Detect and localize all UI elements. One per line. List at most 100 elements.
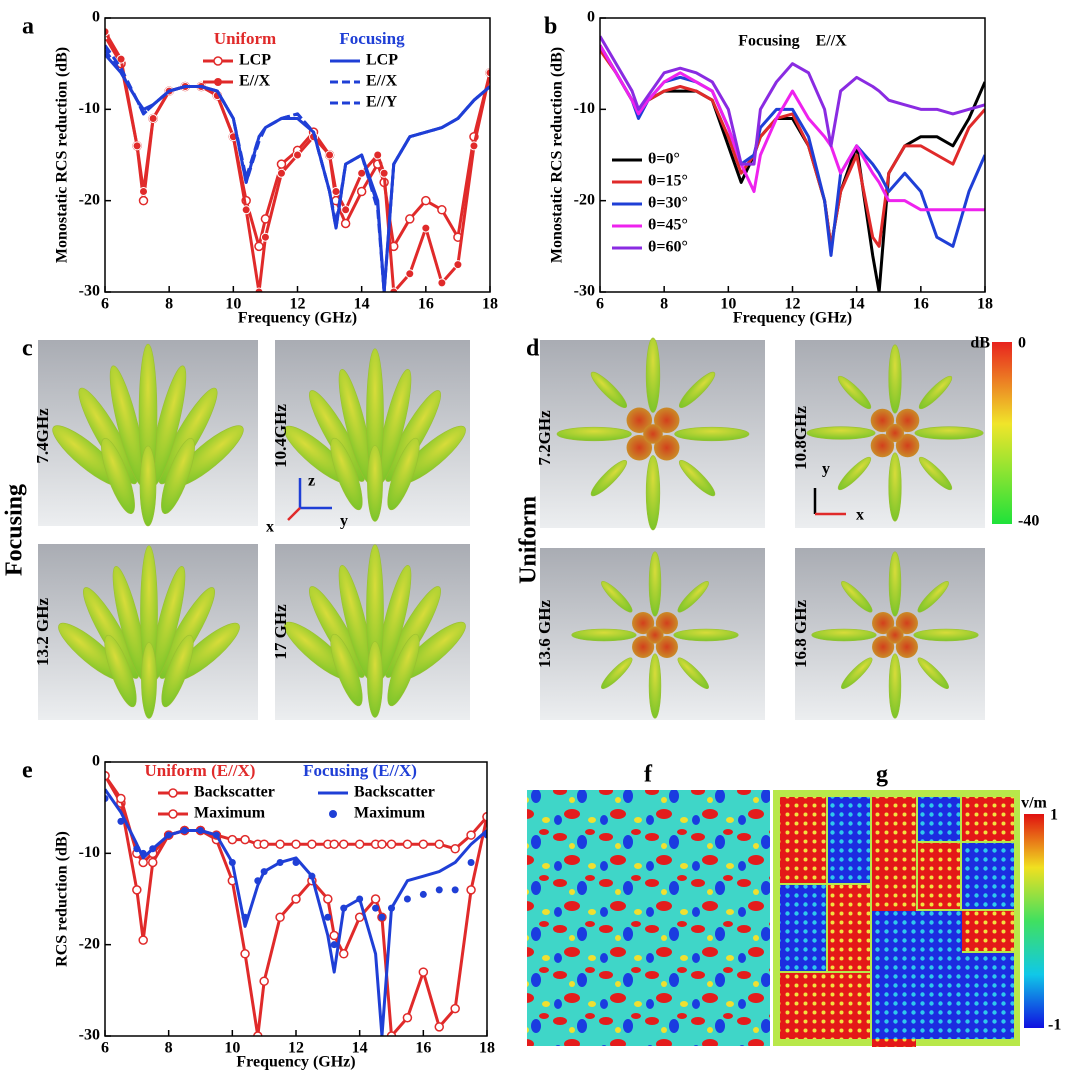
x-tick-label: 18: [479, 1040, 495, 1057]
series-line: [105, 788, 487, 1036]
x-axis-label: Frequency (GHz): [733, 310, 852, 327]
marker: [482, 812, 487, 822]
marker: [260, 232, 270, 242]
legend-label: Backscatter: [354, 784, 435, 801]
marker: [254, 287, 264, 292]
axis-name: z: [308, 473, 315, 490]
marker: [329, 839, 339, 849]
legend-label: θ=60°: [648, 239, 688, 256]
y-axis-label: RCS reduction (dB): [54, 831, 71, 967]
marker: [259, 839, 269, 849]
legend-group-title: Focusing: [339, 29, 405, 48]
x-tick-label: 12: [785, 296, 801, 313]
axis-arrow: [287, 507, 301, 521]
marker: [418, 839, 429, 849]
legend-swatch: [213, 56, 223, 66]
field-block: [962, 797, 1014, 841]
colorbar: [1024, 814, 1044, 1028]
marker: [291, 894, 301, 904]
y-tick-label: -20: [574, 191, 595, 208]
panel-letter: b: [544, 14, 557, 40]
axis-name: y: [340, 513, 348, 530]
x-tick-label: 14: [354, 296, 370, 313]
colorbar: [992, 342, 1012, 524]
marker: [377, 839, 387, 849]
field-block: [962, 953, 1014, 1039]
marker: [466, 885, 476, 895]
axis-name: y: [822, 461, 830, 478]
x-tick-label: 10: [720, 296, 736, 313]
marker: [421, 223, 431, 233]
marker: [405, 214, 415, 224]
panel-c: 7.4GHz 10.4GHz 13.2 GHz 17 GHz Focusing …: [2, 340, 470, 720]
x-axis-label: Frequency (GHz): [238, 310, 357, 327]
x-tick-label: 6: [101, 296, 109, 313]
legend-label: θ=15°: [648, 173, 688, 190]
field-block: [780, 973, 870, 1039]
x-tick-label: 18: [482, 296, 498, 313]
legend-group-title: Uniform (E//X): [145, 761, 256, 780]
marker: [340, 218, 351, 229]
legend-swatch: [329, 810, 337, 818]
marker: [451, 886, 459, 894]
marker: [116, 54, 126, 64]
marker: [434, 1022, 444, 1032]
colorbar-tick: -1: [1048, 1017, 1061, 1034]
field-block: [872, 911, 962, 1039]
legend-group-title: Uniform: [214, 29, 276, 48]
legend-label: LCP: [366, 52, 398, 69]
y-tick-label: -30: [574, 283, 595, 300]
marker: [323, 894, 333, 904]
legend-label: θ=30°: [648, 195, 688, 212]
x-axis-label: Frequency (GHz): [236, 1054, 355, 1071]
marker: [132, 885, 142, 895]
series-line: [600, 35, 985, 166]
legend-swatch: [168, 809, 178, 819]
marker: [276, 858, 284, 866]
marker: [373, 150, 383, 160]
plot-area: [105, 770, 487, 1036]
marker: [133, 845, 141, 853]
marker: [372, 904, 380, 912]
legend-group-title: Focusing (E//X): [303, 761, 417, 780]
y-tick-label: 0: [92, 9, 100, 26]
x-tick-label: 10: [225, 296, 241, 313]
freq-label: 16.8 GHz: [791, 600, 810, 668]
panel-d: 7.2GHz 10.8GHz 13.6 GHz 16.8 GHz Uniform…: [516, 335, 1039, 720]
freq-label: 17 GHz: [271, 604, 290, 660]
marker: [402, 839, 413, 849]
marker: [132, 141, 142, 151]
marker: [419, 890, 427, 898]
x-tick-label: 16: [913, 296, 929, 313]
marker: [388, 904, 395, 912]
panel-letter: e: [22, 758, 33, 784]
marker: [181, 827, 189, 834]
y-tick-label: 0: [587, 9, 595, 26]
field-block: [918, 797, 960, 841]
plot-frame: [599, 17, 986, 293]
marker: [402, 1012, 413, 1023]
marker: [105, 27, 110, 37]
marker: [435, 886, 443, 894]
x-tick-label: 8: [165, 296, 173, 313]
marker: [241, 913, 249, 921]
marker: [275, 912, 285, 923]
marker: [149, 845, 157, 853]
colorbar-tick: -40: [1018, 513, 1039, 530]
marker: [197, 827, 204, 834]
marker: [253, 1031, 263, 1036]
marker: [330, 941, 338, 949]
marker: [275, 839, 285, 849]
marker: [227, 834, 238, 845]
marker: [356, 186, 367, 197]
y-axis-label: Monostatic RCS reduction (dB): [549, 47, 566, 263]
marker: [418, 967, 429, 977]
marker: [116, 793, 126, 804]
series-line: [105, 49, 490, 292]
marker: [437, 205, 447, 215]
x-tick-label: 12: [288, 1040, 304, 1057]
freq-label: 7.4GHz: [33, 408, 52, 464]
marker: [241, 205, 251, 215]
y-axis-label: Monostatic RCS reduction (dB): [54, 47, 71, 263]
marker: [292, 858, 300, 866]
